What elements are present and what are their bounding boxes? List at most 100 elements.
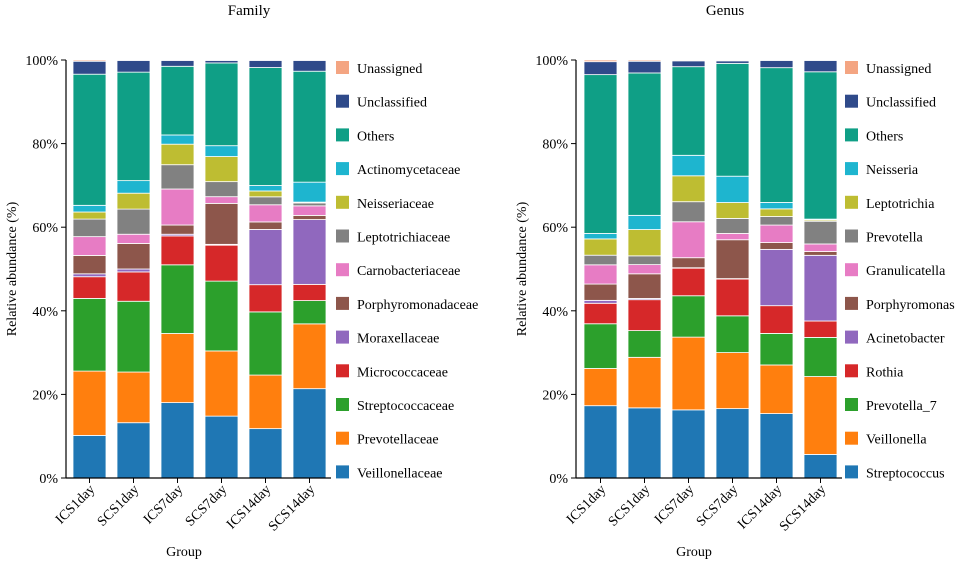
legend-label: Micrococcaceae — [357, 365, 448, 380]
bar-segment-prevotella — [671, 201, 706, 223]
bar-segment-leptotrichiaceae — [72, 218, 107, 238]
bar-segment-moraxellaceae — [116, 268, 151, 273]
legend-label: Neisseria — [866, 163, 919, 178]
legend-label: Veillonellaceae — [357, 466, 443, 481]
legend-swatch — [336, 296, 349, 310]
bar-segment-granulicatella — [803, 243, 838, 252]
bar-segment-neisseriaceae — [160, 143, 195, 166]
bar-segment-streptococcaceae — [292, 300, 327, 325]
legend-label: Unassigned — [357, 62, 422, 77]
bar-segment-streptococcaceae — [72, 298, 107, 372]
legend-swatch — [845, 128, 858, 142]
bar-segment-unassigned — [715, 59, 750, 62]
bar-segment-porphyromonadaceae — [248, 221, 283, 230]
x-tick-label: ICS7day — [141, 482, 186, 527]
bar-segment-streptococcaceae — [204, 280, 239, 352]
bar-segment-carnobacteriaceae — [292, 205, 327, 216]
bar-segment-others — [248, 67, 283, 186]
legend-label: Others — [357, 129, 394, 144]
y-tick-label: 60% — [542, 221, 568, 236]
bar-segment-neisseria — [715, 175, 750, 203]
y-tick-label: 40% — [32, 305, 58, 320]
bar-segment-veillonellaceae — [292, 388, 327, 479]
bar-segment-neisseria — [627, 214, 662, 230]
bar-segment-porphyromonas — [671, 257, 706, 269]
bar-segment-micrococcaceae — [116, 271, 151, 302]
x-tick-label: SCS14day — [266, 482, 318, 534]
legend-label: Prevotellaceae — [357, 433, 439, 448]
legend-label: Veillonella — [866, 433, 927, 448]
bar-segment-micrococcaceae — [160, 235, 195, 266]
x-tick-label: ICS7day — [652, 482, 697, 527]
bar-segment-prevotellaceae — [248, 374, 283, 430]
bar-segment-leptotrichiaceae — [116, 208, 151, 235]
bar-segment-porphyromonas — [715, 239, 750, 280]
bar-segment-micrococcaceae — [204, 244, 239, 282]
bar-segment-neisseriaceae — [204, 156, 239, 183]
bar-segment-leptotrichia — [715, 202, 750, 219]
bar-segment-veillonellaceae — [72, 435, 107, 479]
bar-segment-others — [715, 62, 750, 177]
bar-segment-neisseria — [671, 154, 706, 177]
bar-segment-granulicatella — [583, 264, 618, 285]
legend-label: Unclassified — [357, 96, 427, 111]
bar-segment-unclassified — [292, 60, 327, 72]
y-tick-label: 80% — [542, 138, 568, 153]
bar-segment-streptococcaceae — [248, 311, 283, 376]
legend-label: Prevotella — [866, 231, 924, 246]
bar-segment-acinetobacter — [583, 299, 618, 304]
bar-segment-streptococcus — [759, 413, 794, 479]
bar-segment-granulicatella — [671, 221, 706, 259]
y-tick-label: 20% — [542, 388, 568, 403]
legend-label: Carnobacteriaceae — [357, 264, 460, 279]
bar-segment-actinomycetaceae — [204, 145, 239, 157]
y-tick-label: 60% — [32, 221, 58, 236]
legend-swatch — [336, 195, 349, 209]
bar-segment-leptotrichia — [583, 238, 618, 256]
legend-swatch — [336, 162, 349, 176]
x-tick-label: SCS14day — [777, 482, 829, 534]
legend-swatch — [845, 162, 858, 176]
bar-segment-streptococcaceae — [160, 264, 195, 334]
x-tick-label: SCS7day — [694, 482, 741, 529]
bar-segment-granulicatella — [627, 264, 662, 275]
bar-segment-prevotella-7 — [583, 323, 618, 369]
bar-segment-prevotellaceae — [160, 333, 195, 404]
bar-segment-prevotellaceae — [116, 371, 151, 424]
bar-segment-rothia — [759, 305, 794, 334]
bar-segment-porphyromonas — [627, 273, 662, 299]
legend-swatch — [336, 128, 349, 142]
legend-label: Rothia — [866, 365, 904, 380]
legend-label: Streptococcaceae — [357, 399, 454, 414]
legend-label: Granulicatella — [866, 264, 946, 279]
bar-segment-unclassified — [116, 60, 151, 73]
bar-segment-rothia — [803, 320, 838, 338]
bar-segment-neisseriaceae — [72, 211, 107, 220]
bar-segment-acinetobacter — [803, 254, 838, 322]
legend-swatch — [845, 431, 858, 445]
legend-swatch — [336, 364, 349, 378]
legend-swatch — [336, 61, 349, 74]
legend-swatch — [336, 465, 349, 479]
bar-segment-granulicatella — [759, 224, 794, 243]
bar-segment-porphyromonadaceae — [116, 243, 151, 270]
bar-segment-others — [671, 66, 706, 156]
bar-segment-prevotella — [583, 254, 618, 266]
legend-swatch — [336, 330, 349, 344]
legend-label: Neisseriaceae — [357, 197, 434, 212]
bar-segment-prevotella-7 — [715, 315, 750, 354]
bar-segment-micrococcaceae — [292, 283, 327, 301]
bar-segment-prevotella — [627, 255, 662, 266]
bar-segment-porphyromonas — [759, 242, 794, 250]
legend-label: Leptotrichiaceae — [357, 231, 450, 246]
legend-label: Prevotella_7 — [866, 399, 937, 414]
bar-segment-carnobacteriaceae — [72, 236, 107, 256]
bar-segment-moraxellaceae — [292, 219, 327, 285]
legend-swatch — [845, 465, 858, 479]
bar-segment-others — [759, 67, 794, 203]
bar-segment-carnobacteriaceae — [160, 188, 195, 226]
bar-segment-others — [803, 71, 838, 220]
bar-segment-prevotella-7 — [671, 295, 706, 338]
chart-title: Family — [228, 3, 271, 19]
